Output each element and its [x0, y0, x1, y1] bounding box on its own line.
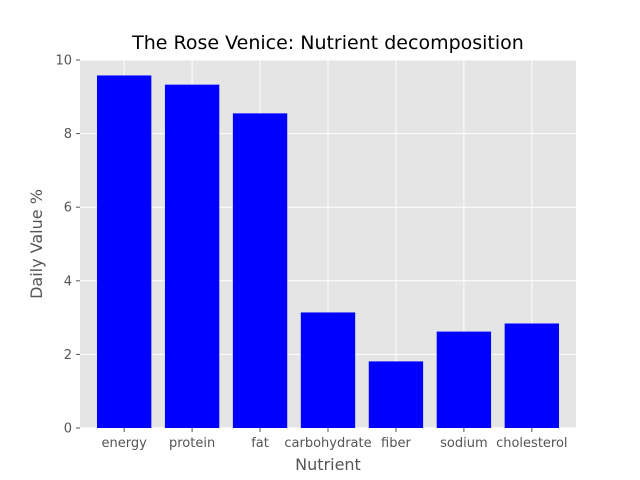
- y-tick-label: 10: [55, 54, 72, 69]
- y-tick-label: 6: [64, 201, 72, 216]
- x-tick-label: fat: [251, 436, 269, 451]
- y-tick-label: 2: [64, 348, 72, 363]
- x-tick-label: energy: [102, 436, 148, 451]
- x-tick-label: sodium: [440, 436, 488, 451]
- bar-fat: [232, 113, 288, 429]
- y-tick-label: 4: [64, 274, 72, 289]
- x-axis-label: Nutrient: [295, 455, 361, 474]
- x-tick-label: protein: [169, 436, 215, 451]
- bar-fiber: [368, 361, 424, 428]
- chart-title: The Rose Venice: Nutrient decomposition: [131, 32, 524, 54]
- x-tick-label: carbohydrate: [284, 436, 371, 451]
- y-tick-label: 0: [64, 422, 72, 437]
- y-tick-label: 8: [64, 127, 72, 142]
- x-tick-label: cholesterol: [496, 436, 567, 451]
- bar-carbohydrate: [300, 312, 356, 428]
- bar-sodium: [436, 331, 492, 428]
- bar-energy: [96, 75, 152, 429]
- y-axis-label: Daily Value %: [27, 189, 46, 299]
- x-tick-label: fiber: [381, 436, 411, 451]
- bar-cholesterol: [504, 323, 560, 428]
- bar-protein: [164, 84, 220, 428]
- axis-ticks: 0 2 4 6 8 10 energy protein fat carbohydrate fiber…: [55, 54, 567, 452]
- bars: [96, 75, 560, 429]
